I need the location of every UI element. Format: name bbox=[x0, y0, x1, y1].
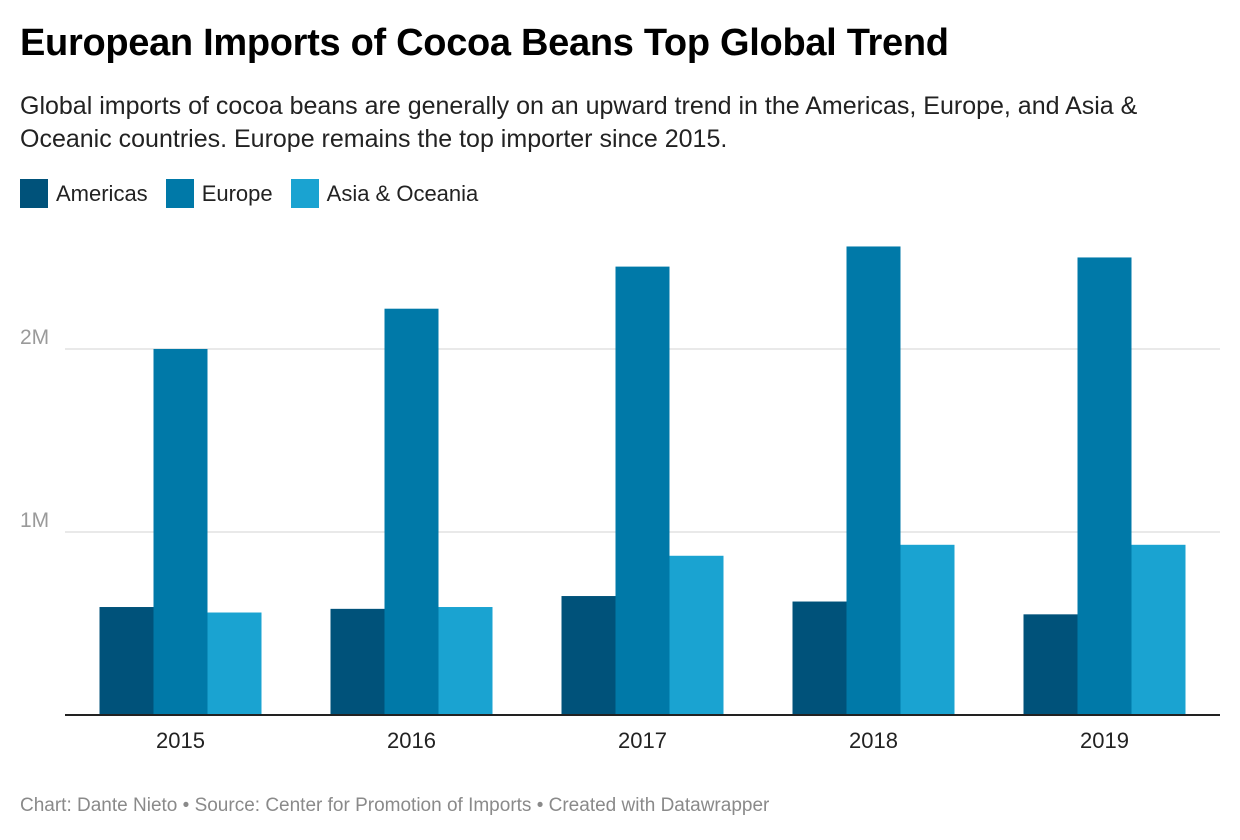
bar-europe-2018 bbox=[846, 246, 901, 716]
legend-swatch-europe bbox=[165, 179, 194, 208]
legend-swatch-asia-oceania bbox=[290, 179, 319, 208]
legend-label-europe: Europe bbox=[201, 180, 273, 206]
chart-subtitle: Global imports of cocoa beans are genera… bbox=[20, 92, 1138, 153]
x-tick-label: 2016 bbox=[387, 728, 436, 753]
x-tick-label: 2019 bbox=[1080, 728, 1129, 753]
bar-asia-oceania-2016 bbox=[438, 607, 493, 715]
bar-asia-oceania-2017 bbox=[669, 555, 724, 715]
y-tick-label: 2M bbox=[20, 326, 49, 349]
legend-label-americas: Americas bbox=[56, 180, 148, 206]
legend-swatch-americas bbox=[20, 179, 48, 208]
x-tick-label: 2015 bbox=[156, 728, 205, 753]
bar-americas-2019 bbox=[1023, 614, 1078, 715]
legend-label-asia-oceania: Asia & Oceania bbox=[326, 180, 479, 206]
legend: Americas Europe Asia & Oceania bbox=[20, 179, 496, 208]
bar-americas-2015 bbox=[99, 607, 154, 715]
bar-europe-2015 bbox=[153, 348, 208, 715]
bar-asia-oceania-2015 bbox=[207, 612, 262, 715]
bar-americas-2018 bbox=[792, 601, 847, 715]
bar-europe-2017 bbox=[615, 266, 670, 715]
y-tick-label: 1M bbox=[20, 509, 49, 532]
x-tick-label: 2018 bbox=[849, 728, 898, 753]
bar-americas-2017 bbox=[561, 596, 616, 715]
bar-europe-2016 bbox=[384, 308, 439, 715]
x-tick-label: 2017 bbox=[618, 728, 667, 753]
legend-item-americas: Americas bbox=[20, 179, 148, 208]
legend-item-europe: Europe bbox=[165, 179, 273, 208]
bar-asia-oceania-2019 bbox=[1131, 544, 1186, 715]
legend-item-asia-oceania: Asia & Oceania bbox=[290, 179, 479, 208]
bar-asia-oceania-2018 bbox=[900, 544, 955, 715]
bar-americas-2016 bbox=[330, 608, 385, 715]
chart-title: European Imports of Cocoa Beans Top Glob… bbox=[20, 22, 949, 64]
bar-europe-2019 bbox=[1077, 257, 1132, 715]
chart-footer: Chart: Dante Nieto • Source: Center for … bbox=[20, 795, 770, 816]
